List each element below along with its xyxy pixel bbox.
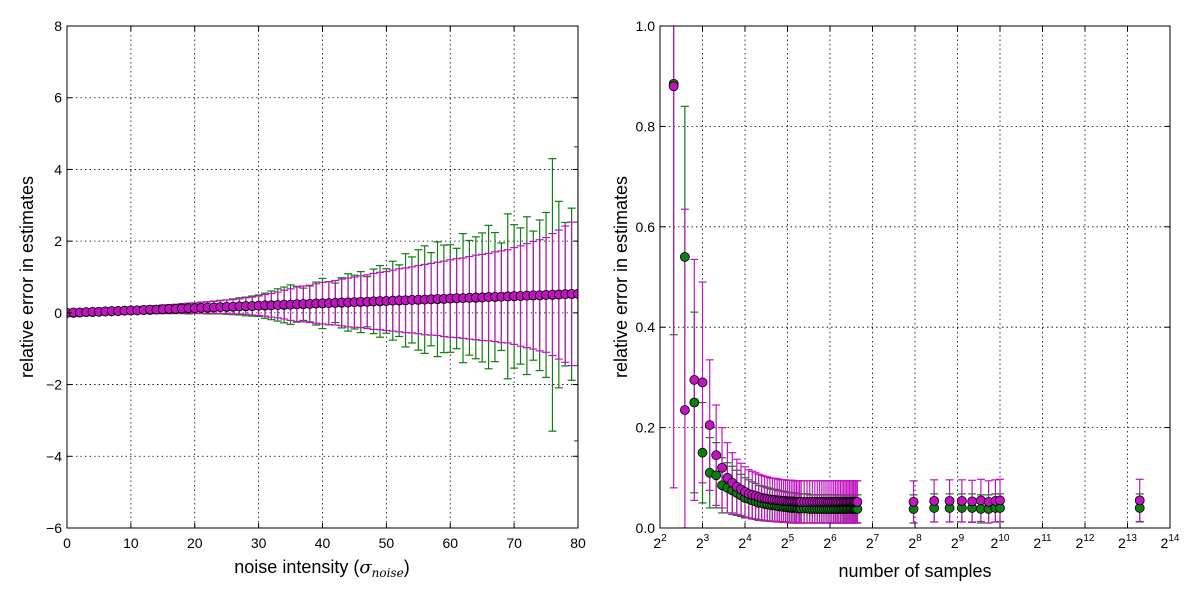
right-x-tick-label: 24 xyxy=(738,533,752,551)
right-point-magenta xyxy=(697,377,708,388)
right-point-green xyxy=(689,397,700,408)
right-markers-magenta xyxy=(668,81,1145,507)
left-y-tick-label: −4 xyxy=(46,448,62,464)
right-x-tick-label: 213 xyxy=(1118,533,1137,551)
right-x-tick-label: 214 xyxy=(1161,533,1180,551)
left-y-axis-label: relative error in estimates xyxy=(17,176,37,378)
left-x-tick-label: 30 xyxy=(251,535,267,551)
right-point-magenta xyxy=(704,420,715,430)
left-y-tick-label: 4 xyxy=(54,161,62,177)
left-ticks: 0 10 20 30 40 50 60 70 80 −6 −4 −2 0 2 4 6 8 xyxy=(46,18,586,551)
right-ticks: 22 23 24 25 26 27 28 29 210 211 212 213 214 0.0 0.2 0.4… xyxy=(636,18,1180,551)
right-y-axis-label: relative error in estimates xyxy=(611,176,631,378)
left-y-tick-label: 2 xyxy=(54,233,62,249)
right-x-tick-label: 23 xyxy=(696,533,710,551)
right-x-tick-label: 29 xyxy=(951,533,965,551)
left-x-tick-label: 60 xyxy=(442,535,458,551)
right-y-tick-label: 0.0 xyxy=(636,520,656,536)
right-y-tick-label: 1.0 xyxy=(636,18,656,34)
right-point-magenta xyxy=(679,405,690,415)
left-y-tick-label: 8 xyxy=(54,18,62,34)
right-x-tick-label: 28 xyxy=(908,533,922,551)
left-markers-magenta xyxy=(67,288,578,318)
right-point-magenta xyxy=(689,375,700,385)
right-y-tick-label: 0.2 xyxy=(636,420,656,436)
right-plot-background xyxy=(660,26,1170,528)
left-x-tick-label: 70 xyxy=(506,535,522,551)
right-chart-panel: 22 23 24 25 26 27 28 29 210 211 212 213 214 0.0 0.2 0.4… xyxy=(611,18,1180,581)
right-point-green xyxy=(679,252,690,262)
right-x-tick-label: 210 xyxy=(991,533,1010,551)
right-point-magenta xyxy=(995,495,1005,506)
right-series-layer xyxy=(668,26,1145,528)
right-x-tick-label: 26 xyxy=(823,533,837,551)
right-y-tick-label: 0.4 xyxy=(636,319,656,335)
left-x-axis-label: noise intensity (σnoise) xyxy=(234,557,409,580)
right-x-tick-label: 25 xyxy=(781,533,795,551)
left-point-magenta xyxy=(573,288,578,299)
right-x-axis-label: number of samples xyxy=(838,561,991,581)
left-x-tick-label: 20 xyxy=(187,535,203,551)
left-y-tick-label: −2 xyxy=(46,377,62,393)
left-series-layer xyxy=(67,146,578,442)
left-x-tick-label: 80 xyxy=(570,535,586,551)
left-x-tick-label: 0 xyxy=(63,535,71,551)
right-point-magenta xyxy=(668,81,679,92)
left-x-tick-label: 10 xyxy=(123,535,139,551)
right-markers-green xyxy=(668,78,1145,514)
right-point-magenta xyxy=(908,496,919,507)
right-x-tick-label: 27 xyxy=(866,533,880,551)
right-point-magenta xyxy=(1134,495,1145,506)
right-x-tick-label: 212 xyxy=(1076,533,1095,551)
right-point-magenta xyxy=(929,495,940,506)
left-x-tick-label: 50 xyxy=(379,535,395,551)
left-x-tick-label: 40 xyxy=(315,535,331,551)
left-plot-background xyxy=(67,26,578,528)
right-point-magenta xyxy=(956,495,967,506)
right-series-clip xyxy=(668,26,1145,528)
right-point-magenta xyxy=(852,496,863,507)
left-y-tick-label: −6 xyxy=(46,520,62,536)
right-x-tick-label: 211 xyxy=(1033,533,1052,551)
right-x-tick-label: 22 xyxy=(653,533,667,551)
left-series-clip xyxy=(67,146,578,442)
right-point-magenta xyxy=(717,462,727,473)
right-y-tick-label: 0.6 xyxy=(636,219,656,235)
right-point-green xyxy=(697,447,708,458)
left-chart-panel: 0 10 20 30 40 50 60 70 80 −6 −4 −2 0 2 4 6 8 noise inten… xyxy=(17,18,586,580)
right-y-tick-label: 0.8 xyxy=(636,118,656,134)
right-point-green xyxy=(711,470,722,481)
left-y-tick-label: 6 xyxy=(54,90,62,106)
right-point-magenta xyxy=(967,496,978,507)
left-y-tick-label: 0 xyxy=(54,305,62,321)
right-point-magenta xyxy=(944,495,955,506)
right-point-magenta xyxy=(711,450,722,461)
